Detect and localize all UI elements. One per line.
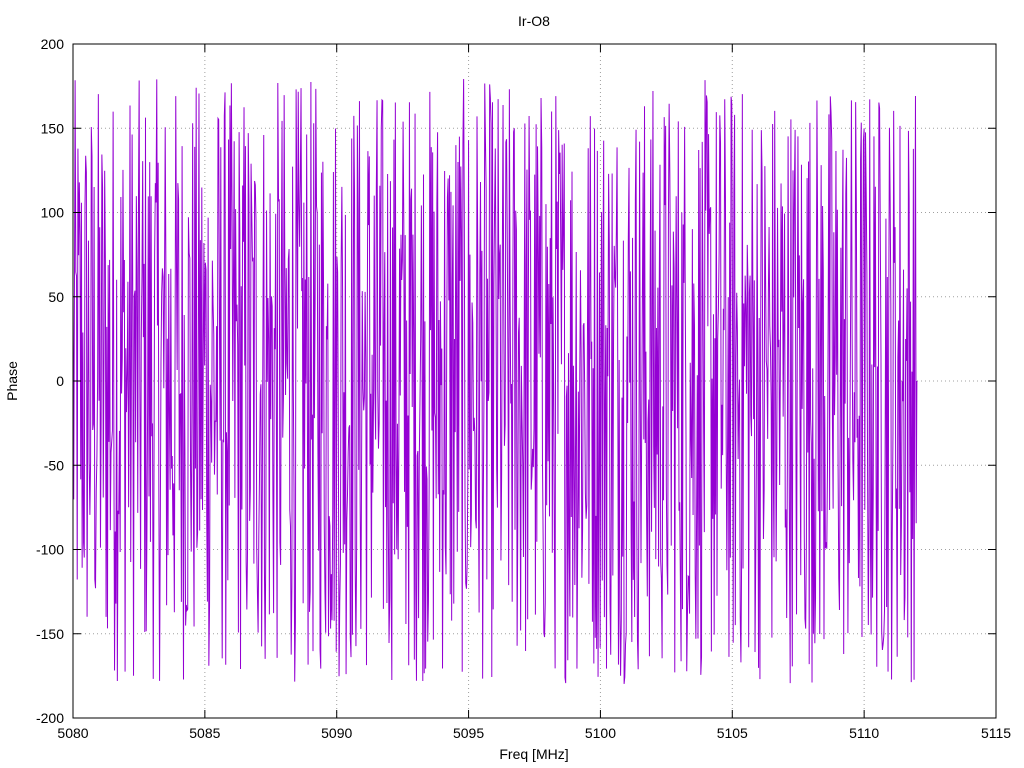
y-tick-label: -50 bbox=[44, 457, 64, 473]
y-tick-label: -200 bbox=[36, 710, 64, 726]
y-tick-label: -150 bbox=[36, 626, 64, 642]
y-tick-label: 50 bbox=[48, 289, 64, 305]
series-group bbox=[72, 78, 918, 684]
x-tick-label: 5095 bbox=[453, 725, 484, 741]
x-axis-label: Freq [MHz] bbox=[499, 746, 568, 762]
x-tick-label: 5080 bbox=[57, 725, 88, 741]
phase-series-line bbox=[72, 78, 918, 684]
axis-ticks: 5080 5085 5090 5095 5100 5105 5110 5115 -200 -150… bbox=[36, 36, 1011, 741]
x-tick-label: 5105 bbox=[717, 725, 748, 741]
y-tick-label: -100 bbox=[36, 542, 64, 558]
y-tick-label: 200 bbox=[41, 36, 65, 52]
x-tick-label: 5100 bbox=[585, 725, 616, 741]
x-tick-label: 5090 bbox=[321, 725, 352, 741]
x-tick-label: 5110 bbox=[849, 725, 879, 741]
y-tick-label: 150 bbox=[41, 120, 65, 136]
x-tick-label: 5085 bbox=[189, 725, 220, 741]
y-tick-label: 0 bbox=[56, 373, 64, 389]
x-tick-label: 5115 bbox=[981, 725, 1011, 741]
chart-title: Ir-O8 bbox=[518, 13, 550, 29]
y-axis-label: Phase bbox=[4, 361, 20, 401]
y-tick-label: 100 bbox=[41, 205, 65, 221]
